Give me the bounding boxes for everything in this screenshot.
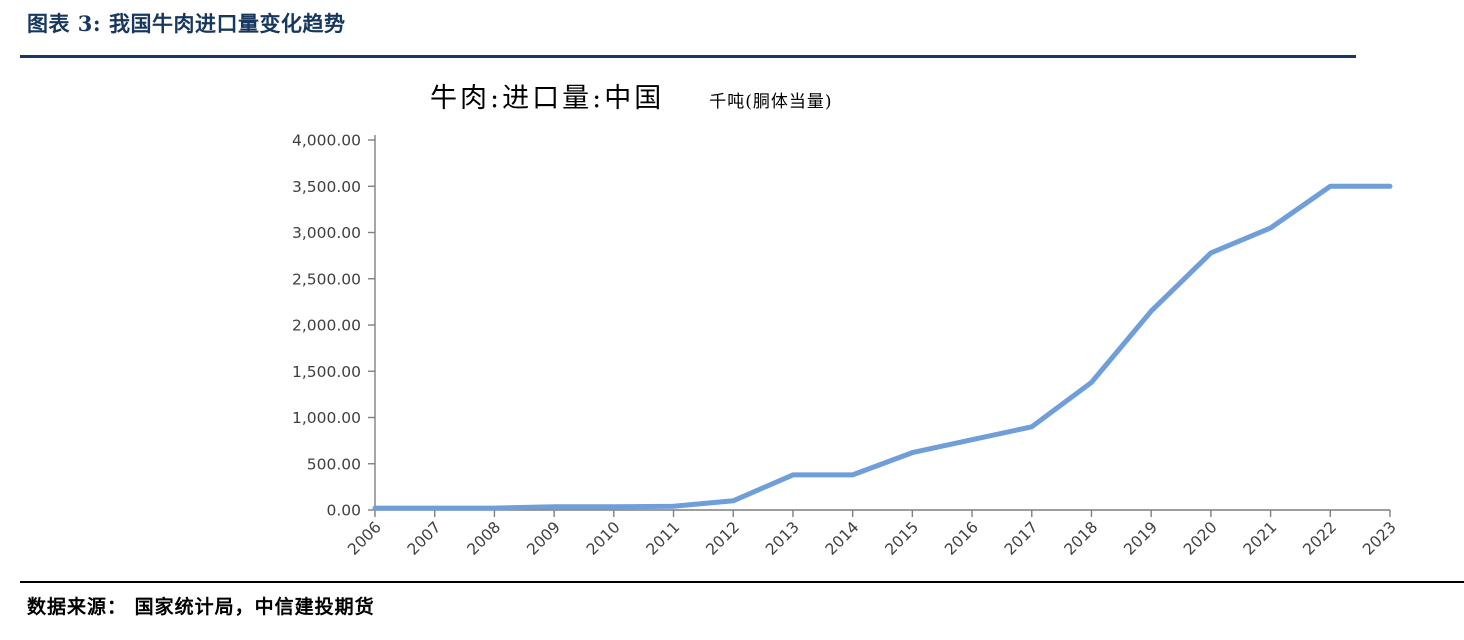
series-line (372, 183, 1393, 511)
x-tick-label: 2022 (1299, 518, 1340, 559)
x-tick-label: 2016 (941, 518, 982, 559)
y-tick-label: 2,500.00 (292, 270, 361, 288)
y-tick-label: 1,500.00 (292, 363, 361, 381)
header-divider (20, 55, 1356, 58)
x-tick-label: 2010 (583, 518, 624, 559)
figure-title: 图表 3: 我国牛肉进口量变化趋势 (27, 11, 346, 36)
chart-title-row: 牛肉:进口量:中国 千吨(胴体当量) (430, 76, 832, 115)
x-tick-label: 2017 (1001, 518, 1042, 559)
x-tick-label: 2013 (762, 518, 803, 559)
x-tick-label: 2011 (643, 518, 684, 559)
x-tick-label: 2023 (1359, 518, 1400, 559)
y-tick-label: 4,000.00 (292, 132, 361, 150)
chart-unit-label: 千吨(胴体当量) (709, 92, 833, 112)
x-tick-label: 2020 (1180, 518, 1221, 559)
footer-divider (20, 581, 1464, 583)
y-tick-label: 500.00 (307, 455, 361, 473)
x-tick-label: 2009 (523, 518, 564, 559)
chart-title: 牛肉:进口量:中国 (430, 83, 665, 114)
x-tick-label: 2007 (404, 518, 445, 559)
y-tick-label: 2,000.00 (292, 317, 361, 335)
axes: 0.00 500.00 1,000.00 1,500.00 2,000.00 2,500.… (292, 132, 1400, 559)
beef-import-line-chart: 0.00 500.00 1,000.00 1,500.00 2,000.00 2,500.… (292, 132, 1400, 559)
y-tick-label: 3,500.00 (292, 178, 361, 196)
x-tick-label: 2021 (1240, 518, 1281, 559)
data-source: 数据来源： 国家统计局，中信建投期货 (27, 596, 375, 618)
x-tick-label: 2015 (882, 518, 923, 559)
x-tick-label: 2006 (344, 518, 385, 559)
x-tick-label: 2008 (464, 518, 505, 559)
x-tick-label: 2019 (1120, 518, 1161, 559)
x-tick-label: 2012 (702, 518, 743, 559)
y-tick-label: 1,000.00 (292, 409, 361, 427)
x-tick-label: 2014 (822, 518, 863, 559)
y-tick-label: 0.00 (326, 502, 361, 520)
y-tick-label: 3,000.00 (292, 224, 361, 242)
x-tick-label: 2018 (1061, 518, 1102, 559)
